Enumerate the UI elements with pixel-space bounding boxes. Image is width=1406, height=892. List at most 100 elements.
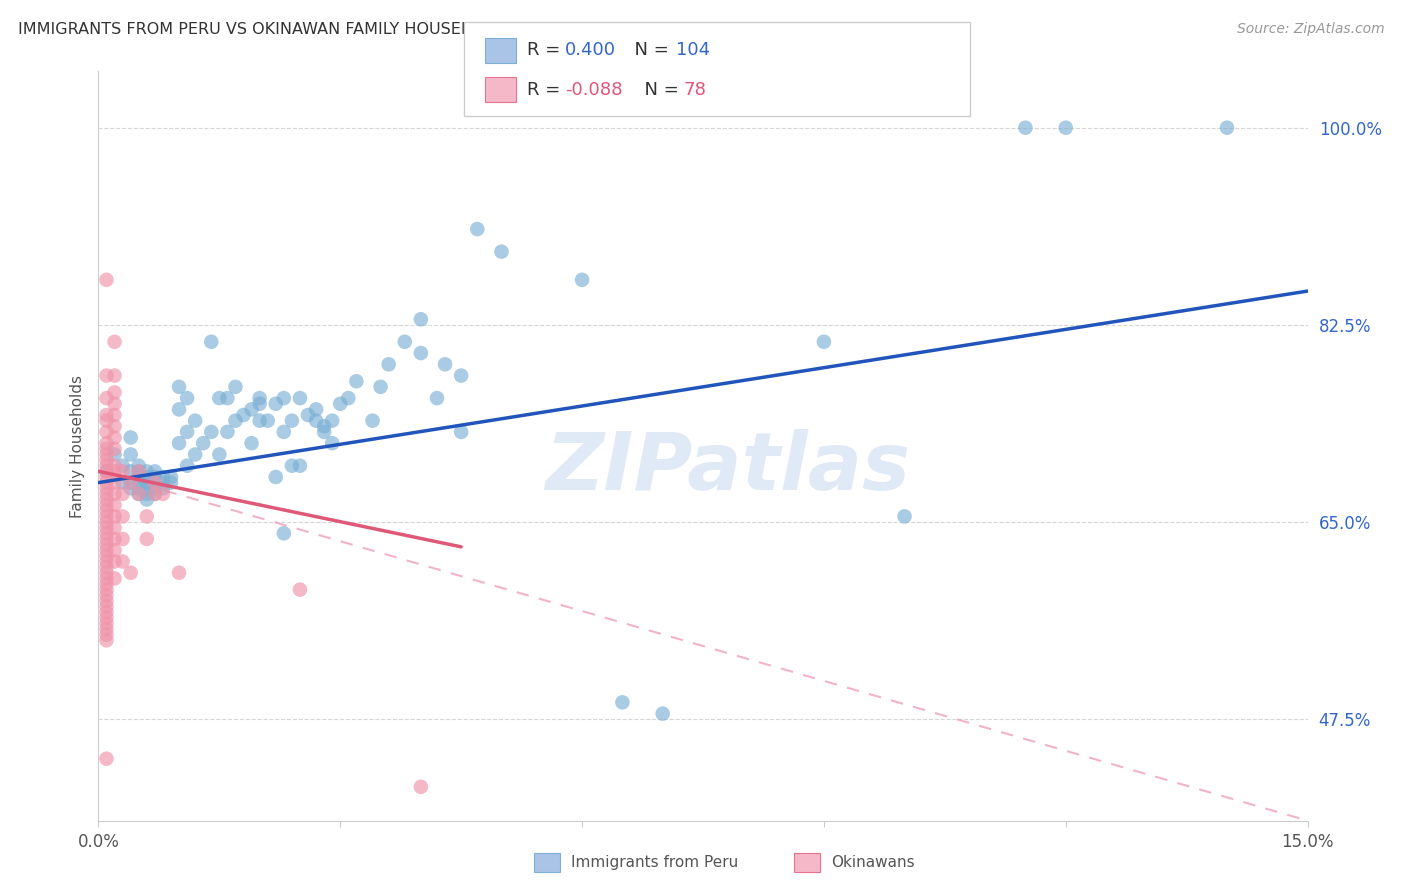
- Point: [264, 470, 287, 484]
- Point: [135, 475, 157, 490]
- Point: [314, 425, 336, 439]
- Point: [103, 458, 125, 473]
- Point: [96, 521, 118, 535]
- Point: [103, 475, 125, 490]
- Point: [426, 391, 449, 405]
- Point: [409, 780, 432, 794]
- Point: [103, 431, 125, 445]
- Point: [96, 458, 118, 473]
- Point: [96, 622, 118, 636]
- Point: [96, 588, 118, 602]
- Point: [143, 481, 166, 495]
- Point: [96, 453, 118, 467]
- Point: [96, 481, 118, 495]
- Point: [135, 464, 157, 478]
- Point: [273, 391, 295, 405]
- Point: [96, 566, 118, 580]
- Point: [143, 470, 166, 484]
- Point: [200, 334, 222, 349]
- Point: [96, 498, 118, 512]
- Point: [394, 334, 416, 349]
- Point: [96, 504, 118, 518]
- Point: [135, 509, 157, 524]
- Point: [152, 475, 174, 490]
- Point: [329, 397, 352, 411]
- Point: [96, 492, 118, 507]
- Point: [143, 475, 166, 490]
- Point: [96, 538, 118, 552]
- Point: [128, 470, 150, 484]
- Point: [193, 436, 215, 450]
- Point: [217, 391, 239, 405]
- Point: [103, 532, 125, 546]
- Point: [651, 706, 673, 721]
- Point: [120, 464, 142, 478]
- Point: [96, 543, 118, 558]
- Point: [96, 414, 118, 428]
- Point: [465, 222, 488, 236]
- Point: [120, 566, 142, 580]
- Point: [103, 397, 125, 411]
- Point: [135, 532, 157, 546]
- Point: [96, 509, 118, 524]
- Point: [305, 414, 328, 428]
- Point: [96, 487, 118, 501]
- Point: [143, 487, 166, 501]
- Point: [96, 628, 118, 642]
- Point: [184, 414, 207, 428]
- Point: [96, 549, 118, 563]
- Point: [103, 447, 125, 461]
- Point: [96, 442, 118, 456]
- Point: [409, 312, 432, 326]
- Point: [240, 402, 263, 417]
- Point: [344, 374, 367, 388]
- Point: [103, 554, 125, 568]
- Point: [208, 447, 231, 461]
- Text: Okinawans: Okinawans: [831, 855, 914, 870]
- Point: [314, 419, 336, 434]
- Point: [167, 402, 190, 417]
- Point: [337, 391, 360, 405]
- Point: [249, 391, 271, 405]
- Point: [1014, 120, 1036, 135]
- Point: [128, 458, 150, 473]
- Point: [273, 425, 295, 439]
- Point: [120, 447, 142, 461]
- Point: [450, 425, 472, 439]
- Text: 0.400: 0.400: [565, 41, 616, 60]
- Point: [96, 447, 118, 461]
- Text: 104: 104: [676, 41, 710, 60]
- Point: [128, 487, 150, 501]
- Point: [96, 464, 118, 478]
- Point: [96, 599, 118, 614]
- Point: [111, 458, 134, 473]
- Point: [103, 385, 125, 400]
- Point: [96, 532, 118, 546]
- Text: R =: R =: [527, 41, 567, 60]
- Point: [273, 526, 295, 541]
- Point: [281, 458, 304, 473]
- Point: [152, 470, 174, 484]
- Point: [167, 380, 190, 394]
- Point: [128, 487, 150, 501]
- Point: [96, 464, 118, 478]
- Point: [167, 436, 190, 450]
- Point: [103, 408, 125, 422]
- Point: [612, 695, 634, 709]
- Point: [103, 543, 125, 558]
- Point: [111, 464, 134, 478]
- Y-axis label: Family Households: Family Households: [69, 375, 84, 517]
- Point: [96, 560, 118, 574]
- Point: [96, 554, 118, 568]
- Point: [176, 391, 198, 405]
- Text: 78: 78: [683, 81, 706, 99]
- Point: [96, 470, 118, 484]
- Point: [200, 425, 222, 439]
- Point: [305, 402, 328, 417]
- Point: [143, 464, 166, 478]
- Point: [111, 554, 134, 568]
- Text: IMMIGRANTS FROM PERU VS OKINAWAN FAMILY HOUSEHOLDS CORRELATION CHART: IMMIGRANTS FROM PERU VS OKINAWAN FAMILY …: [18, 22, 696, 37]
- Text: Source: ZipAtlas.com: Source: ZipAtlas.com: [1237, 22, 1385, 37]
- Point: [111, 475, 134, 490]
- Point: [813, 334, 835, 349]
